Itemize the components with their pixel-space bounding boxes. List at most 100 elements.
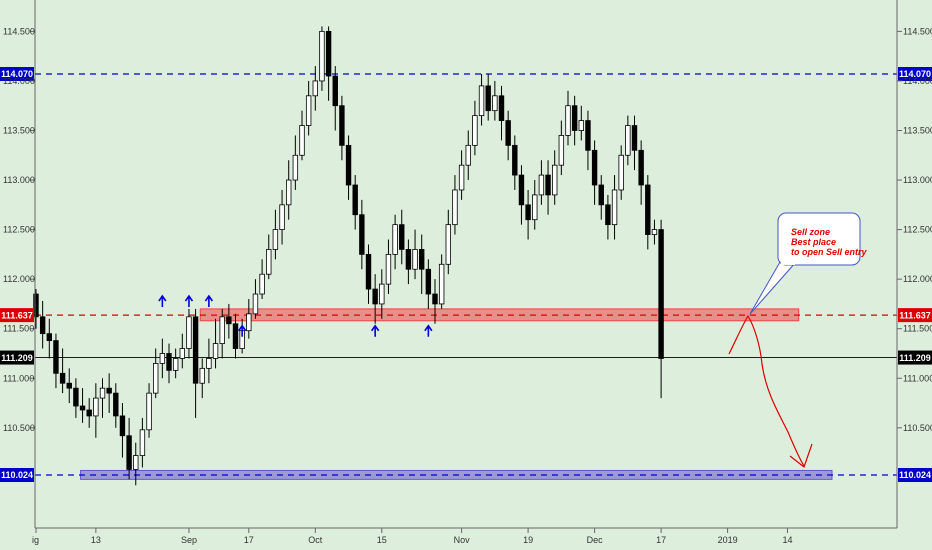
- candle: [558, 120, 565, 176]
- candle-body-up: [438, 263, 445, 305]
- candle-body-down: [505, 120, 511, 146]
- candle: [492, 80, 498, 121]
- arrow-head: [370, 324, 380, 332]
- candle-body-up: [292, 154, 299, 181]
- candle-body-down: [605, 204, 611, 226]
- candle: [332, 66, 338, 131]
- candle-body-up: [285, 179, 292, 206]
- candle-body-up: [139, 429, 146, 456]
- candle-body-down: [53, 340, 59, 374]
- candle: [465, 130, 471, 181]
- candle: [59, 348, 66, 394]
- candle: [133, 442, 139, 486]
- annotation-line-1: Sell zone: [791, 227, 830, 237]
- sell-zone-badge-label-right: 111.637: [899, 310, 931, 320]
- candle: [571, 95, 578, 146]
- candle-body-down: [86, 409, 92, 417]
- candle-body-up: [319, 30, 325, 82]
- arrow-mark: [424, 324, 433, 337]
- x-tick-label: 19: [523, 535, 533, 545]
- annotation-callout: Sell zone Best place to open Sell entry: [749, 212, 868, 315]
- candle-body-down: [325, 30, 332, 77]
- candle-body-up: [299, 125, 305, 156]
- candle: [139, 417, 146, 468]
- candle: [392, 214, 398, 270]
- y-tick-label-left: 114.500: [3, 26, 35, 36]
- y-tick-label-left: 112.000: [3, 274, 35, 284]
- resistance-badge-right: [898, 67, 932, 81]
- y-tick-label-right: 110.500: [903, 423, 932, 433]
- candle-body-up: [252, 293, 259, 315]
- annotation-line-2: Best place: [791, 237, 836, 247]
- candle: [53, 333, 59, 389]
- candle-body-down: [658, 229, 664, 359]
- candle: [631, 115, 638, 171]
- candle-body-up: [146, 392, 152, 431]
- candle: [598, 175, 604, 220]
- resistance-badge-label-left: 114.070: [1, 69, 33, 79]
- candle: [625, 115, 631, 166]
- arrow-mark: [370, 324, 380, 337]
- candle-body-up: [625, 125, 631, 156]
- candle-body-up: [159, 353, 166, 364]
- arrow-head: [237, 324, 247, 332]
- x-tick-label: 13: [91, 535, 101, 545]
- arrow-mark: [237, 324, 247, 337]
- candle-body-down: [525, 204, 531, 221]
- y-tick-label-right: 114.500: [903, 26, 932, 36]
- candle: [638, 140, 644, 205]
- candle: [73, 378, 79, 418]
- candle-body-up: [219, 316, 225, 344]
- candle: [292, 135, 299, 190]
- candle: [39, 300, 46, 349]
- candle-body-up: [392, 224, 398, 255]
- candle-body-up: [611, 189, 618, 226]
- x-tick-label: ig: [32, 535, 39, 545]
- candle-body-down: [425, 268, 432, 295]
- candle-body-down: [365, 253, 372, 290]
- x-tick-label: 15: [377, 535, 387, 545]
- y-tick-label-right: 111.000: [903, 373, 932, 383]
- projection-path: [728, 314, 813, 468]
- y-tick-label-right: 113.500: [903, 125, 932, 135]
- candle: [299, 110, 305, 161]
- candle-body-up: [152, 363, 159, 394]
- callout-pointer: [749, 261, 797, 315]
- candle-body-down: [372, 288, 378, 305]
- candle-body-up: [412, 249, 418, 270]
- candle-body-up: [458, 164, 465, 191]
- candle: [418, 234, 425, 295]
- candle: [618, 145, 624, 200]
- candle-body-down: [46, 333, 52, 342]
- candle-body-down: [591, 149, 598, 186]
- candle: [266, 234, 272, 280]
- y-tick-label-right: 111.500: [903, 324, 932, 334]
- candle-body-down: [399, 224, 405, 250]
- y-tick-label-left: 114.000: [3, 76, 35, 86]
- candle-body-down: [345, 144, 352, 186]
- candle: [359, 199, 365, 270]
- candle: [399, 209, 405, 265]
- candle-body-down: [126, 435, 132, 470]
- candle: [545, 160, 551, 215]
- candle: [525, 189, 531, 240]
- y-axis-ticks: 114.500 114.500 114.000 114.000 113.500 113.5…: [3, 26, 932, 432]
- candle-body-down: [113, 392, 119, 417]
- candle: [412, 229, 418, 280]
- x-tick-label: Oct: [308, 535, 323, 545]
- candle: [99, 378, 106, 418]
- arrow-mark: [158, 294, 167, 307]
- candle: [179, 333, 185, 369]
- candle-body-down: [79, 405, 86, 411]
- candle: [232, 313, 239, 359]
- candle: [512, 135, 518, 190]
- candle-body-down: [119, 415, 126, 437]
- candle-body-up: [305, 95, 312, 126]
- resistance-badge-left: [0, 67, 34, 81]
- candle-body-up: [259, 273, 265, 295]
- x-tick-label: 17: [244, 535, 254, 545]
- candle: [498, 85, 505, 141]
- candle-body-up: [532, 194, 538, 221]
